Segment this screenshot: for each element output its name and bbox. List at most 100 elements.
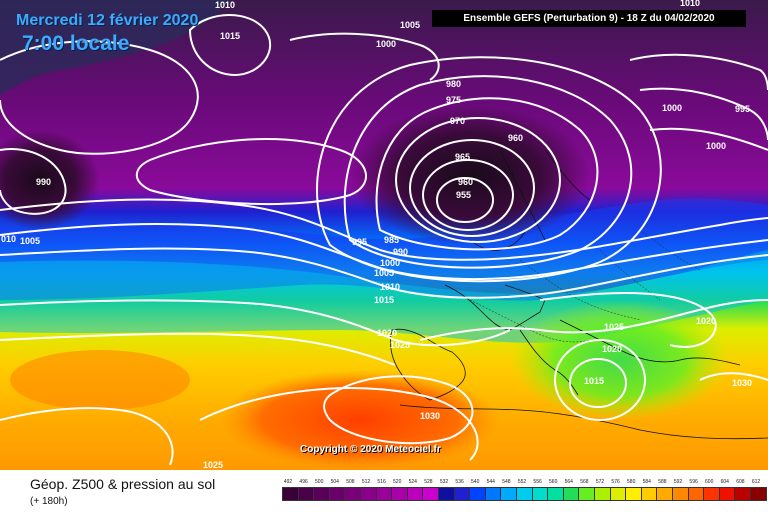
isobar-label: 990: [36, 177, 51, 187]
legend-label: 568: [580, 479, 589, 485]
z500-high-west: [10, 350, 190, 410]
legend-label: 580: [627, 479, 636, 485]
legend-swatch: [406, 487, 424, 501]
legend-label: 520: [393, 479, 402, 485]
legend-item: 504: [328, 478, 346, 501]
legend-label: 596: [689, 479, 698, 485]
legend-swatch: [328, 487, 346, 501]
isobar-label: 010: [1, 234, 16, 244]
legend-label: 572: [595, 479, 605, 485]
isobar-label: 1020: [602, 344, 622, 354]
legend-item: 548: [500, 478, 517, 501]
legend-item: 540: [469, 478, 486, 501]
map-footer: Géop. Z500 & pression au sol (+ 180h) 49…: [0, 470, 768, 512]
legend-item: 600: [703, 478, 720, 501]
legend-item: 592: [672, 478, 689, 501]
legend-item: 516: [375, 478, 393, 501]
legend-swatch: [687, 487, 705, 501]
legend-label: 612: [751, 479, 761, 485]
legend-item: 588: [656, 478, 673, 501]
isobar-labels: 1010 1015 1005 1000 990 1005 010 980 975…: [1, 0, 752, 470]
legend-swatch: [656, 487, 673, 501]
isobar-label: 1005: [400, 20, 420, 30]
legend-swatch: [438, 487, 455, 501]
isobar-label: 1030: [732, 378, 752, 388]
isobar-label: 1010: [680, 0, 700, 8]
legend-swatch: [703, 487, 720, 501]
z500-green-region: [510, 300, 730, 420]
legend-swatch: [531, 487, 549, 501]
isobar-label: 1020: [377, 328, 397, 338]
legend-label: 560: [549, 479, 558, 485]
legend-item: 568: [578, 478, 595, 501]
legend-label: 576: [611, 479, 620, 485]
model-run-banner: Ensemble GEFS (Perturbation 9) - 18 Z du…: [432, 10, 746, 27]
legend-swatch: [562, 487, 580, 501]
map-parameter-title: Géop. Z500 & pression au sol: [30, 476, 216, 492]
isobar-label: 970: [450, 116, 465, 126]
legend-item: 560: [547, 478, 564, 501]
legend-label: 504: [330, 479, 339, 485]
legend-swatch: [516, 487, 533, 501]
legend-item: 492: [282, 478, 299, 501]
legend-item: 496: [297, 478, 315, 501]
isobar-label: 960: [508, 133, 523, 143]
legend-label: 540: [471, 479, 480, 485]
z500-northwest-dark: [0, 0, 230, 95]
isobar-label: 1020: [696, 316, 716, 326]
isobar-label: 1000: [706, 141, 726, 151]
legend-swatch: [594, 487, 611, 501]
legend-swatch: [469, 487, 486, 501]
isobar-label: 985: [384, 235, 399, 245]
isobar-label: 1025: [390, 340, 410, 350]
isobar-label: 1000: [380, 258, 400, 268]
legend-swatch: [453, 487, 471, 501]
isobar-label: 1015: [374, 295, 394, 305]
isobar-label: 960: [458, 177, 473, 187]
isobar-label: 1010: [215, 0, 235, 10]
legend-item: 532: [438, 478, 455, 501]
legend-label: 608: [736, 479, 745, 485]
legend-swatch: [625, 487, 642, 501]
legend-label: 512: [361, 479, 371, 485]
legend-item: 608: [734, 478, 751, 501]
legend-item: 500: [313, 478, 330, 501]
legend-item: 584: [640, 478, 658, 501]
isobar-label: 1000: [662, 103, 682, 113]
legend-swatch: [344, 487, 361, 501]
legend-item: 576: [609, 478, 627, 501]
legend-item: 552: [516, 478, 533, 501]
isobar-label: 980: [446, 79, 461, 89]
legend-swatch: [640, 487, 658, 501]
isobars: [0, 14, 768, 466]
legend-item: 572: [594, 478, 611, 501]
legend-label: 584: [642, 479, 651, 485]
legend-swatch: [375, 487, 393, 501]
legend-item: 520: [391, 478, 408, 501]
legend-swatch: [297, 487, 315, 501]
isobar-label: 1005: [374, 268, 394, 278]
legend-swatch: [484, 487, 502, 501]
forecast-date: Mercredi 12 février 2020: [16, 12, 199, 29]
forecast-time: 7:00 locale: [22, 32, 130, 55]
isobar-label: 1000: [376, 39, 396, 49]
legend-swatch: [672, 487, 689, 501]
legend-item: 544: [484, 478, 502, 501]
legend-swatch: [282, 487, 299, 501]
isobar-label: 1025: [203, 460, 223, 470]
legend-swatch: [718, 487, 736, 501]
legend-item: 524: [406, 478, 424, 501]
legend-item: 596: [687, 478, 705, 501]
legend-label: 516: [377, 479, 386, 485]
isobar-label: 1030: [420, 411, 440, 421]
legend-label: 592: [673, 479, 683, 485]
legend-swatch: [422, 487, 439, 501]
isobar-label: 975: [446, 95, 461, 105]
legend-swatch: [391, 487, 408, 501]
isobar-label: 995: [735, 104, 750, 114]
legend-label: 536: [455, 479, 464, 485]
isobar-label: 990: [393, 247, 408, 257]
legend-label: 544: [486, 479, 495, 485]
legend-item: 512: [360, 478, 377, 501]
legend-swatch: [360, 487, 377, 501]
